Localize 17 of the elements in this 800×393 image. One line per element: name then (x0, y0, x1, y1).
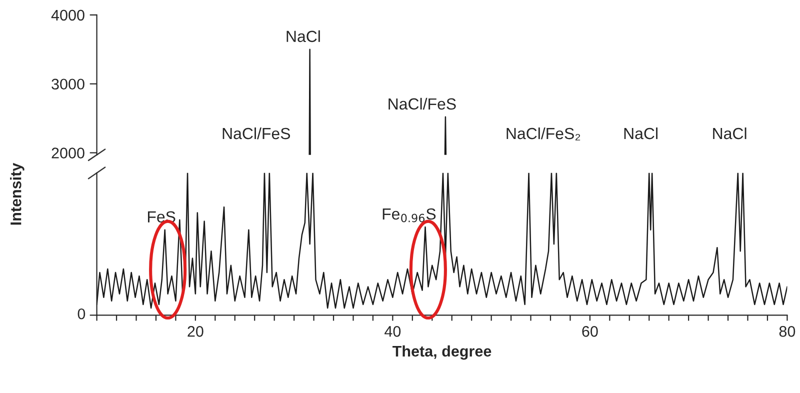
x-tick-label: 40 (384, 326, 401, 337)
annotation: NaCl (713, 127, 746, 140)
annotation: NaCl/FeS₂ (506, 127, 580, 140)
y-tick-label: 2000 (52, 148, 84, 158)
y-axis-title: Intensity (10, 162, 24, 225)
annotation: NaCl/FeS (222, 127, 290, 140)
y-tick-label: 3000 (52, 78, 84, 90)
y-tick-label: 4000 (51, 10, 84, 21)
text: 0 (78, 308, 86, 320)
x-tick-label: 60 (582, 326, 598, 337)
x-tick-label: 80 (779, 326, 796, 337)
annotation: NaCl (624, 127, 658, 140)
annotation: NaCl/FeS (388, 98, 456, 110)
x-axis-title: Theta, degree (392, 345, 492, 360)
annotation: NaCl (286, 30, 320, 42)
x-tick-label: 20 (188, 326, 204, 337)
annotation: Fe$_{0.96}$S (382, 208, 436, 222)
